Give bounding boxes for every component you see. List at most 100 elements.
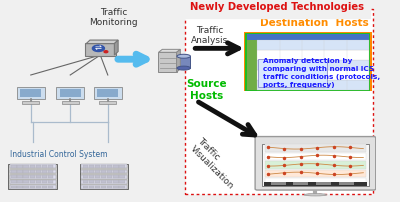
FancyBboxPatch shape [48, 175, 53, 178]
FancyBboxPatch shape [36, 185, 41, 188]
FancyBboxPatch shape [48, 180, 53, 183]
FancyBboxPatch shape [245, 33, 370, 90]
FancyBboxPatch shape [30, 175, 35, 178]
FancyBboxPatch shape [257, 50, 369, 60]
FancyBboxPatch shape [113, 175, 118, 178]
FancyBboxPatch shape [95, 175, 100, 178]
FancyBboxPatch shape [17, 87, 45, 99]
FancyBboxPatch shape [119, 185, 125, 188]
FancyBboxPatch shape [30, 170, 35, 173]
FancyBboxPatch shape [119, 175, 125, 178]
FancyBboxPatch shape [11, 165, 16, 168]
FancyBboxPatch shape [89, 185, 94, 188]
FancyBboxPatch shape [247, 34, 369, 40]
FancyBboxPatch shape [11, 180, 16, 183]
FancyBboxPatch shape [83, 165, 88, 168]
FancyBboxPatch shape [265, 153, 366, 160]
FancyBboxPatch shape [89, 180, 94, 183]
FancyBboxPatch shape [101, 165, 106, 168]
FancyBboxPatch shape [177, 56, 190, 68]
FancyBboxPatch shape [10, 175, 56, 179]
FancyBboxPatch shape [81, 185, 127, 189]
Polygon shape [86, 40, 118, 44]
FancyBboxPatch shape [56, 87, 84, 99]
FancyBboxPatch shape [81, 175, 127, 179]
FancyBboxPatch shape [316, 182, 331, 185]
Text: Traffic
Monitoring: Traffic Monitoring [89, 8, 138, 27]
FancyBboxPatch shape [11, 170, 16, 173]
FancyBboxPatch shape [10, 164, 56, 168]
FancyBboxPatch shape [48, 165, 53, 168]
Polygon shape [176, 49, 180, 72]
FancyBboxPatch shape [113, 170, 118, 173]
FancyBboxPatch shape [119, 180, 125, 183]
FancyBboxPatch shape [89, 165, 94, 168]
FancyBboxPatch shape [95, 185, 100, 188]
Text: Newly Developed Technologies: Newly Developed Technologies [190, 2, 364, 13]
FancyBboxPatch shape [265, 161, 366, 169]
FancyBboxPatch shape [30, 185, 35, 188]
FancyBboxPatch shape [42, 180, 47, 183]
FancyBboxPatch shape [119, 170, 125, 173]
FancyBboxPatch shape [101, 180, 106, 183]
Ellipse shape [177, 54, 190, 58]
FancyBboxPatch shape [81, 169, 127, 174]
FancyBboxPatch shape [17, 185, 23, 188]
FancyBboxPatch shape [265, 144, 366, 152]
FancyBboxPatch shape [83, 185, 88, 188]
Polygon shape [158, 49, 180, 52]
FancyBboxPatch shape [48, 170, 53, 173]
FancyBboxPatch shape [158, 52, 177, 73]
FancyBboxPatch shape [95, 170, 100, 173]
FancyBboxPatch shape [257, 40, 369, 50]
FancyBboxPatch shape [119, 165, 125, 168]
FancyBboxPatch shape [113, 185, 118, 188]
FancyBboxPatch shape [24, 185, 29, 188]
FancyBboxPatch shape [20, 89, 41, 98]
FancyBboxPatch shape [271, 182, 286, 185]
FancyBboxPatch shape [83, 175, 88, 178]
FancyBboxPatch shape [24, 170, 29, 173]
FancyBboxPatch shape [17, 170, 23, 173]
FancyBboxPatch shape [107, 180, 112, 183]
FancyBboxPatch shape [85, 43, 116, 56]
FancyBboxPatch shape [101, 185, 106, 188]
FancyBboxPatch shape [24, 175, 29, 178]
FancyBboxPatch shape [83, 170, 88, 173]
FancyBboxPatch shape [97, 89, 118, 98]
Text: ⇌: ⇌ [95, 44, 102, 53]
FancyBboxPatch shape [258, 59, 327, 87]
FancyBboxPatch shape [8, 164, 57, 189]
Text: Industrial Control System: Industrial Control System [10, 150, 108, 159]
FancyBboxPatch shape [30, 165, 35, 168]
FancyBboxPatch shape [262, 144, 369, 186]
Text: Destination  Hosts: Destination Hosts [260, 18, 369, 28]
FancyBboxPatch shape [99, 101, 116, 104]
FancyBboxPatch shape [11, 175, 16, 178]
FancyBboxPatch shape [22, 101, 40, 104]
FancyBboxPatch shape [42, 175, 47, 178]
FancyBboxPatch shape [42, 170, 47, 173]
Text: Traffic
Analysis: Traffic Analysis [191, 26, 228, 45]
FancyBboxPatch shape [17, 165, 23, 168]
Text: Traffic
Visualization: Traffic Visualization [188, 136, 243, 190]
FancyBboxPatch shape [10, 169, 56, 174]
FancyBboxPatch shape [294, 182, 308, 185]
FancyBboxPatch shape [24, 180, 29, 183]
FancyBboxPatch shape [17, 180, 23, 183]
FancyBboxPatch shape [265, 178, 366, 185]
Circle shape [92, 45, 104, 52]
FancyBboxPatch shape [17, 175, 23, 178]
FancyBboxPatch shape [10, 180, 56, 184]
FancyBboxPatch shape [36, 170, 41, 173]
FancyBboxPatch shape [107, 170, 112, 173]
FancyBboxPatch shape [81, 164, 127, 168]
Polygon shape [114, 40, 118, 55]
FancyBboxPatch shape [81, 180, 127, 184]
FancyBboxPatch shape [60, 89, 81, 98]
FancyBboxPatch shape [48, 185, 53, 188]
FancyBboxPatch shape [36, 165, 41, 168]
Ellipse shape [304, 194, 327, 196]
Text: Anomaly detection by
comparing with normal ICS
traffic conditions (protocols,
po: Anomaly detection by comparing with norm… [263, 58, 380, 87]
Ellipse shape [177, 66, 190, 70]
